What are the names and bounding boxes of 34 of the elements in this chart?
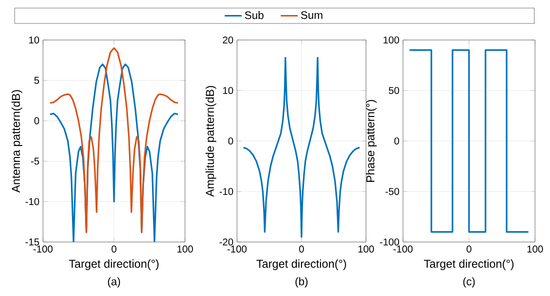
y-axis-title: Amplitude pattern(dB) (206, 86, 216, 197)
y-tick-label: -15 (26, 238, 40, 246)
y-tick-label: 5 (34, 76, 40, 84)
y-tick-label: 20 (222, 36, 234, 44)
y-tick-label: 0 (228, 137, 234, 145)
x-axis-title: Target direction(°) (256, 259, 346, 270)
x-tick-label: 100 (358, 246, 374, 253)
x-axis-title: Target direction(°) (68, 259, 159, 270)
y-axis-title: Phase pattern(°) (366, 100, 377, 182)
y-tick-label: 100 (384, 36, 400, 44)
text: (a) (108, 277, 120, 288)
text: (c) (463, 277, 475, 288)
y-tick-label: 50 (388, 86, 400, 94)
y-tick-label: -50 (386, 188, 400, 196)
y-tick-label: 10 (223, 86, 234, 94)
y-tick-label: -10 (220, 188, 234, 196)
y-axis-title: Antenna pattern(dB) (12, 90, 22, 193)
x-axis-title: Target direction(°) (424, 259, 514, 270)
y-tick-label: 0 (34, 117, 40, 124)
legend-label: Sub (244, 11, 264, 20)
line-series (242, 56, 360, 238)
y-tick-label: -20 (220, 238, 234, 246)
x-tick-label: 0 (112, 246, 116, 253)
y-tick-label: 0 (394, 137, 400, 145)
y-tick-label: -10 (26, 198, 40, 206)
x-tick-label: 100 (177, 246, 193, 253)
y-tick-label: -100 (380, 238, 400, 246)
x-tick-label: 0 (466, 246, 472, 253)
y-tick-label: -5 (31, 158, 40, 165)
x-tick-label: 0 (299, 246, 304, 253)
text: (b) (295, 277, 308, 288)
y-tick-label: 10 (29, 36, 40, 44)
legend-label: Sum (301, 11, 322, 19)
x-tick-label: 100 (527, 246, 543, 253)
